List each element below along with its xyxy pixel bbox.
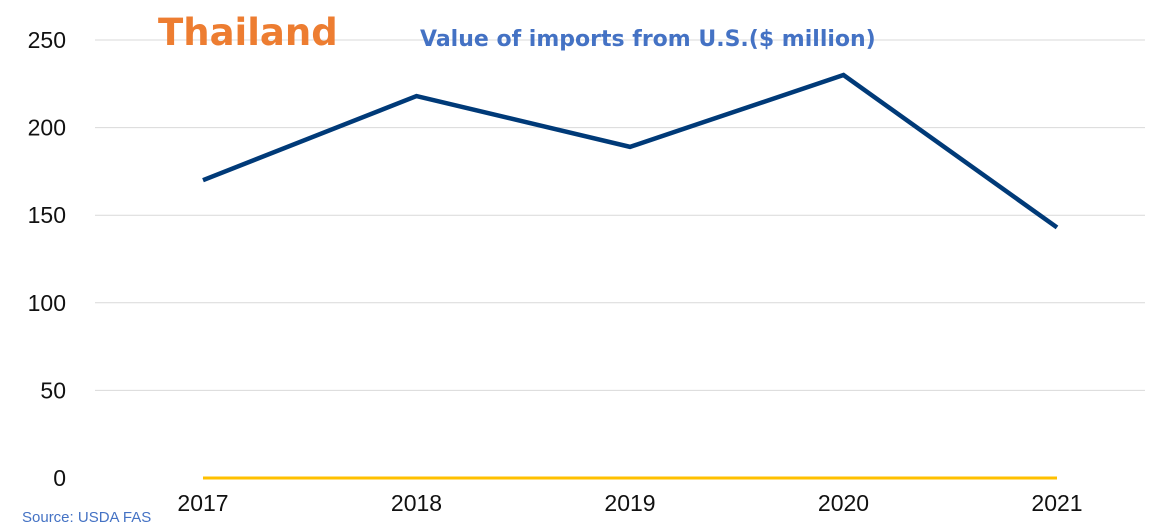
x-axis-tick-labels: 2017 2018 2019 2020 2021	[177, 490, 1082, 516]
y-tick-label-250: 250	[28, 27, 66, 53]
series-line-1	[202, 72, 1059, 230]
y-tick-label-200: 200	[28, 115, 66, 141]
chart-subtitle: Value of imports from U.S.($ million)	[420, 27, 876, 52]
y-tick-label-100: 100	[28, 290, 66, 316]
x-tick-label-2017: 2017	[177, 490, 228, 516]
y-axis-tick-labels: 0 50 100 150 200 250	[28, 27, 66, 491]
series-lines	[202, 72, 1059, 480]
gridlines	[95, 39, 1145, 391]
source-note: Source: USDA FAS	[22, 509, 151, 526]
y-tick-label-50: 50	[40, 377, 66, 403]
x-tick-label-2018: 2018	[391, 490, 442, 516]
x-tick-label-2021: 2021	[1031, 490, 1082, 516]
x-tick-label-2020: 2020	[818, 490, 869, 516]
y-tick-label-0: 0	[53, 465, 66, 491]
y-tick-label-150: 150	[28, 202, 66, 228]
x-tick-label-2019: 2019	[604, 490, 655, 516]
chart-title: Thailand	[158, 11, 338, 54]
